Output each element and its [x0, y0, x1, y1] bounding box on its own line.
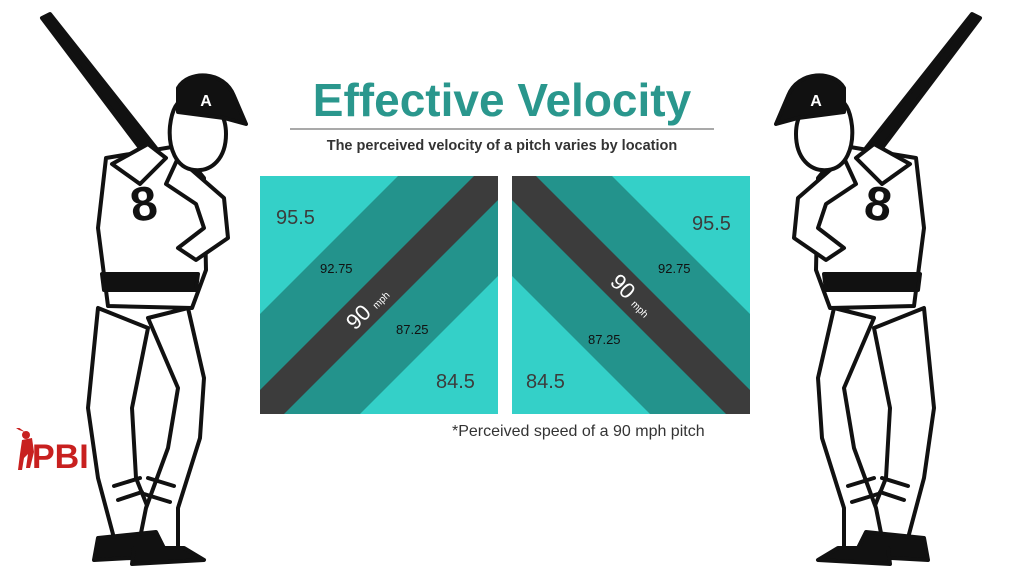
zone-label-lower-band: 87.25 [396, 322, 429, 337]
pbi-logo: PBI [16, 428, 89, 474]
zone-label-top-corner: 95.5 [692, 213, 731, 235]
zone-top-corner [260, 176, 360, 276]
zone-bottom-corner [398, 314, 498, 414]
footnote: *Perceived speed of a 90 mph pitch [452, 423, 705, 440]
zone-center-band [260, 176, 498, 414]
zone-label-bottom-corner: 84.5 [526, 371, 565, 393]
zone-bottom-corner [512, 314, 612, 414]
strike-zone-left: 95.5 92.75 90 mph 87.25 84.5 [260, 176, 498, 414]
zone-center-band [512, 176, 750, 414]
zone-label-upper-band: 92.75 [658, 261, 691, 276]
page-title: Effective Velocity [312, 74, 692, 126]
batter-illustration-right: A 8 [774, 12, 982, 566]
zone-top-corner [650, 176, 750, 276]
cap-letter: A [810, 93, 822, 110]
zone-label-top-corner: 95.5 [276, 207, 315, 229]
zone-label-lower-band: 87.25 [588, 332, 621, 347]
title-divider [290, 128, 714, 130]
zone-label-bottom-corner: 84.5 [436, 371, 475, 393]
batter-silhouette-icon [16, 428, 34, 470]
batter-illustration-left: A 8 [40, 12, 248, 566]
cap-letter: A [200, 93, 212, 110]
logo-text: PBI [32, 438, 89, 474]
page-subtitle: The perceived velocity of a pitch varies… [326, 138, 678, 154]
zone-label-upper-band: 92.75 [320, 261, 353, 276]
strike-zone-right: 95.5 92.75 90 mph 87.25 84.5 [512, 176, 750, 414]
